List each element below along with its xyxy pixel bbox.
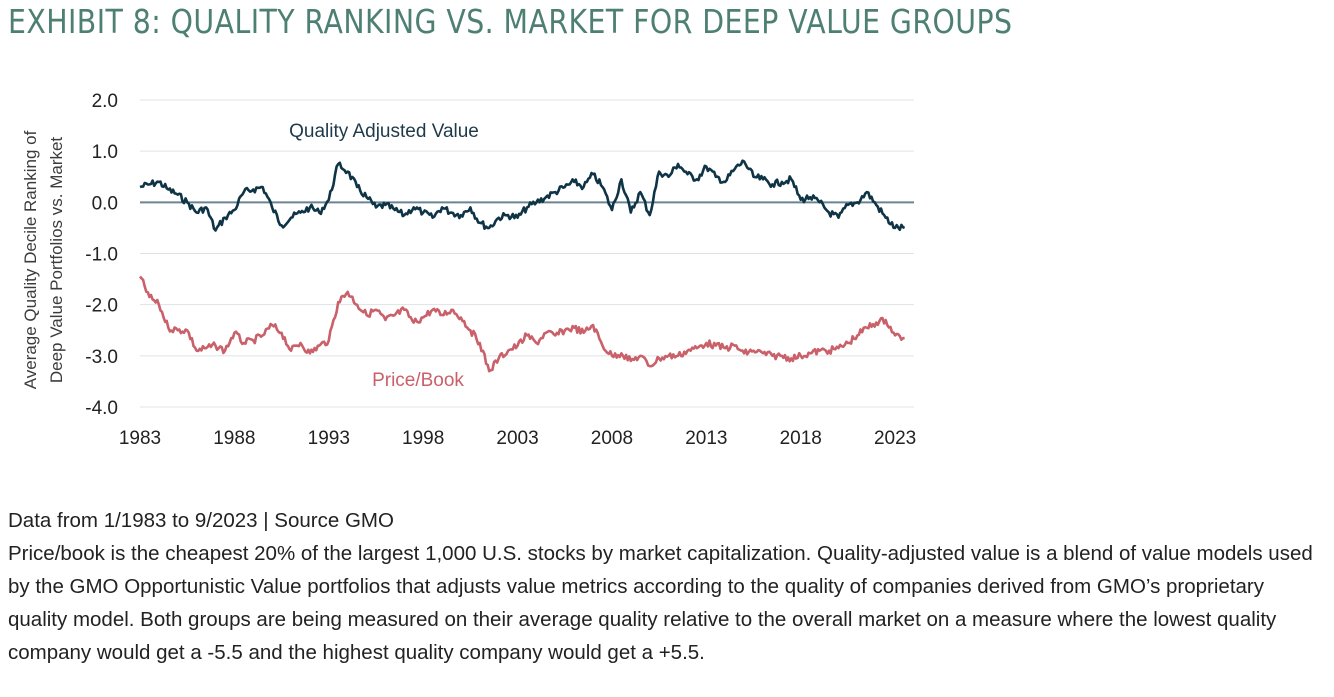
x-tick-label: 2023 [874, 428, 916, 449]
price-book-line [139, 275, 905, 373]
x-tick-label: 2008 [591, 428, 633, 449]
source-note: Data from 1/1983 to 9/2023 | Source GMO [8, 509, 394, 532]
x-tick-label: 1998 [402, 428, 444, 449]
y-tick-label: -3.0 [85, 347, 118, 368]
annotation-price-book: Price/Book [372, 370, 464, 391]
y-axis-label-line-2: Deep Value Portfolios vs. Market [47, 137, 66, 384]
x-tick-label: 2018 [780, 428, 822, 449]
annotation-quality-adjusted-value: Quality Adjusted Value [289, 121, 479, 142]
x-tick-label: 2003 [496, 428, 538, 449]
x-tick-label: 1993 [308, 428, 350, 449]
x-tick-label: 1983 [119, 428, 161, 449]
quality-adjusted-value-line [139, 159, 906, 232]
y-tick-label: -2.0 [85, 296, 118, 317]
y-axis-ticks: 2.0 1.0 0.0 -1.0 -2.0 -3.0 -4.0 [85, 91, 118, 419]
footer: Data from 1/1983 to 9/2023 | Source GMO … [8, 504, 1328, 669]
exhibit-title: EXHIBIT 8: QUALITY RANKING VS. MARKET FO… [8, 2, 1013, 41]
series-lines [139, 159, 906, 373]
y-tick-label: -1.0 [85, 245, 118, 266]
y-tick-label: 1.0 [92, 142, 118, 163]
x-tick-label: 1988 [213, 428, 255, 449]
x-tick-label: 2013 [685, 428, 727, 449]
description-note: Price/book is the cheapest 20% of the la… [8, 542, 1313, 664]
y-tick-label: -4.0 [85, 398, 118, 419]
y-tick-label: 2.0 [92, 91, 118, 112]
line-chart: 2.01.00.0-1.0-2.0-3.0-4.0 1983 1988 1993 19… [21, 91, 916, 449]
y-axis-label-line-1: Average Quality Decile Ranking of [21, 130, 40, 389]
gridlines [140, 99, 914, 408]
y-tick-label: 0.0 [92, 193, 118, 214]
x-axis-ticks: 1983 1988 1993 1998 2003 2008 2013 2018 2023 [119, 428, 916, 449]
